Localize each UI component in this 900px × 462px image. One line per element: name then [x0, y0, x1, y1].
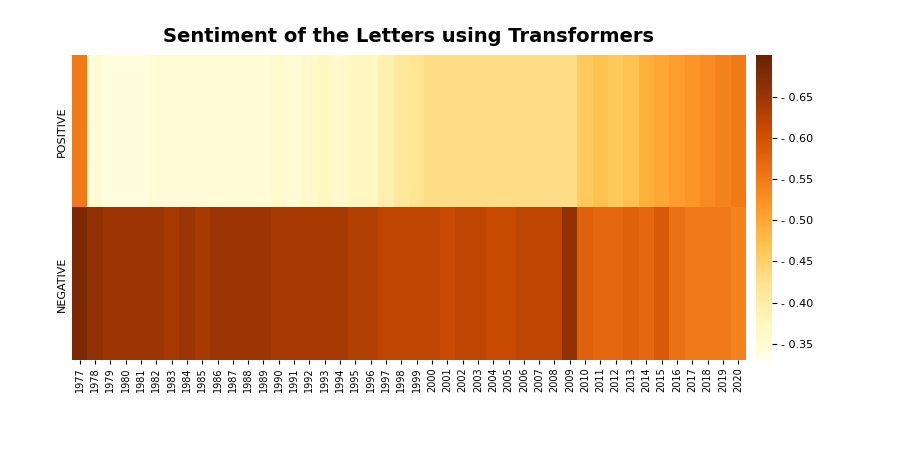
Title: Sentiment of the Letters using Transformers: Sentiment of the Letters using Transform…: [164, 26, 654, 46]
